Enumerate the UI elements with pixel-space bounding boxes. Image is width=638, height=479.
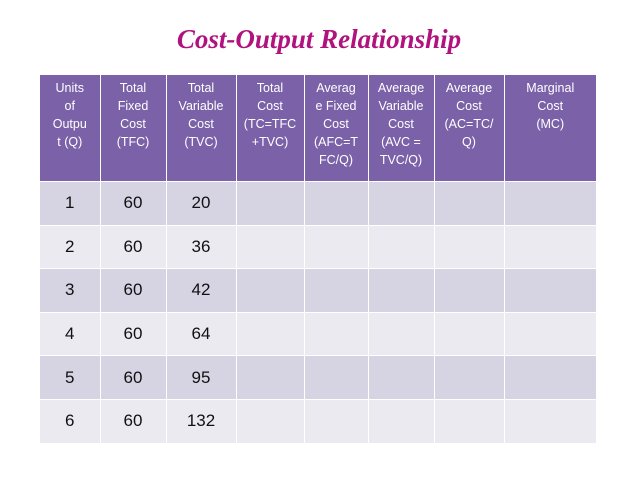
table-cell: 60 — [100, 224, 167, 269]
table-cell — [236, 355, 305, 400]
table-cell — [434, 398, 505, 443]
table-cell — [304, 268, 369, 313]
table-cell — [504, 224, 596, 269]
table-cell — [304, 355, 369, 400]
table-cell: 6 — [40, 398, 101, 443]
table-cell — [368, 311, 435, 356]
table-cell — [434, 355, 505, 400]
header-average-cost: Average Cost (AC=TC/ Q) — [434, 75, 505, 182]
table-cell — [236, 181, 305, 226]
table-cell: 5 — [40, 355, 101, 400]
table-cell: 60 — [100, 268, 167, 313]
table-cell: 60 — [100, 398, 167, 443]
table-cell — [304, 224, 369, 269]
table-row: 4 60 64 — [40, 311, 596, 356]
table-cell: 95 — [166, 355, 237, 400]
table-cell: 36 — [166, 224, 237, 269]
table-cell: 60 — [100, 181, 167, 226]
table-row: 1 60 20 — [40, 181, 596, 226]
table-cell: 1 — [40, 181, 101, 226]
header-total-fixed-cost: Total Fixed Cost (TFC) — [100, 75, 167, 182]
table-cell — [368, 268, 435, 313]
table-cell — [434, 181, 505, 226]
table-cell: 132 — [166, 398, 237, 443]
header-units-of-output: Units of Outpu t (Q) — [40, 75, 101, 182]
table-row: 2 60 36 — [40, 224, 596, 269]
table-cell — [368, 398, 435, 443]
table-row: 3 60 42 — [40, 268, 596, 313]
header-total-cost: Total Cost (TC=TFC +TVC) — [236, 75, 305, 182]
table-cell — [236, 311, 305, 356]
page-title: Cost-Output Relationship — [176, 24, 462, 54]
header-average-variable-cost: Average Variable Cost (AVC = TVC/Q) — [368, 75, 435, 182]
table-cell — [434, 311, 505, 356]
table-cell: 4 — [40, 311, 101, 356]
cost-output-table: Units of Outpu t (Q) Total Fixed Cost (T… — [40, 75, 596, 443]
table-cell: 60 — [100, 355, 167, 400]
table-cell: 3 — [40, 268, 101, 313]
table-cell — [504, 268, 596, 313]
table-cell: 2 — [40, 224, 101, 269]
table-cell: 60 — [100, 311, 167, 356]
table-cell — [504, 355, 596, 400]
table-cell — [236, 224, 305, 269]
table-cell — [304, 398, 369, 443]
table-cell — [236, 398, 305, 443]
table-cell: 20 — [166, 181, 237, 226]
table-row: 5 60 95 — [40, 355, 596, 400]
table-cell: 42 — [166, 268, 237, 313]
table-cell — [434, 224, 505, 269]
header-total-variable-cost: Total Variable Cost (TVC) — [166, 75, 237, 182]
table-cell: 64 — [166, 311, 237, 356]
table-header-row: Units of Outpu t (Q) Total Fixed Cost (T… — [40, 75, 596, 182]
table-cell — [504, 181, 596, 226]
table-cell — [504, 311, 596, 356]
table-cell — [236, 268, 305, 313]
header-marginal-cost: Marginal Cost (MC) — [504, 75, 596, 182]
table-cell — [504, 398, 596, 443]
table-row: 6 60 132 — [40, 398, 596, 443]
table-cell — [368, 224, 435, 269]
table-cell — [434, 268, 505, 313]
table-cell — [304, 181, 369, 226]
table-cell — [368, 355, 435, 400]
header-average-fixed-cost: Averag e Fixed Cost (AFC=T FC/Q) — [304, 75, 369, 182]
table-cell — [368, 181, 435, 226]
table-cell — [304, 311, 369, 356]
